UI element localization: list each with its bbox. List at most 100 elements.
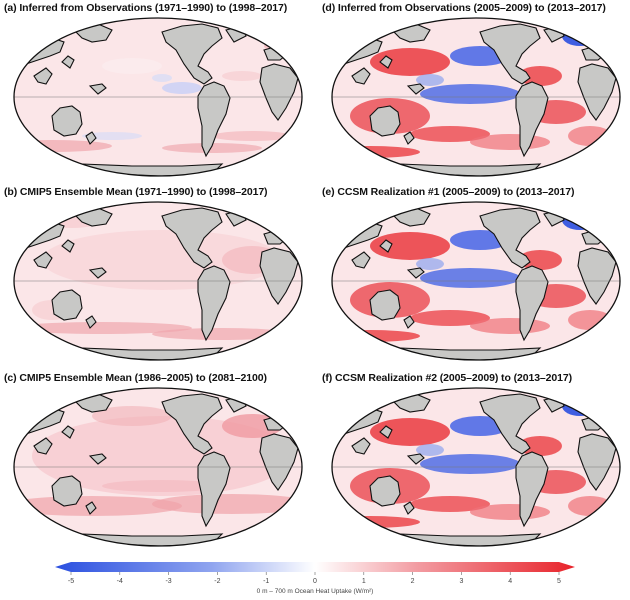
colorbar-tick-label: 0 [313, 578, 317, 585]
panel-e-map [331, 201, 621, 361]
landmass [479, 393, 541, 455]
landmass [161, 207, 223, 269]
landmass [577, 433, 617, 491]
anomaly-region [416, 444, 444, 456]
anomaly-region [568, 496, 612, 516]
landmass [351, 251, 371, 269]
landmass [351, 437, 371, 455]
colorbar-tick-label: -2 [214, 578, 220, 585]
colorbar-tick-label: 3 [459, 578, 463, 585]
landmass [515, 451, 549, 528]
anomaly-region [518, 66, 562, 86]
anomaly-region [420, 84, 520, 104]
panel-b-map [13, 201, 303, 361]
landmass [403, 501, 415, 515]
colorbar: -5 -4 -3 -2 -1 0 1 2 3 4 5 0 m – 700 m Ocean Heat … [55, 560, 575, 600]
anomaly-region [470, 318, 550, 334]
panel-f-title: (f) CCSM Realization #2 (2005–2009) to (… [322, 372, 573, 384]
anomaly-region [420, 268, 520, 288]
landmass [88, 83, 107, 95]
anomaly-region [102, 58, 162, 74]
landmass [51, 475, 83, 507]
panel-e-title: (e) CCSM Realization #1 (2005–2009) to (… [322, 186, 575, 198]
landmass [379, 425, 393, 439]
anomaly-region [370, 48, 450, 76]
landmass [88, 267, 107, 279]
landmass [369, 475, 401, 507]
anomaly-region [370, 232, 450, 260]
anomaly-region [518, 436, 562, 456]
anomaly-region [92, 406, 172, 426]
panel-d: (d) Inferred from Observations (2005–200… [322, 2, 622, 185]
anomaly-region [410, 310, 490, 326]
map-outline [331, 201, 621, 361]
landmass [33, 67, 53, 85]
panel-f: (f) CCSM Realization #2 (2005–2009) to (… [322, 372, 622, 555]
anomaly-region [370, 418, 450, 446]
landmass [85, 131, 97, 145]
panel-d-title: (d) Inferred from Observations (2005–200… [322, 2, 606, 14]
landmass [51, 105, 83, 137]
landmass [515, 265, 549, 342]
anomaly-region [410, 126, 490, 142]
anomaly-region [416, 74, 444, 86]
colorbar-tick-label: -1 [263, 578, 269, 585]
landmass [197, 265, 231, 342]
landmass [515, 81, 549, 158]
anomaly-region [162, 82, 202, 94]
landmass [61, 239, 75, 253]
panel-f-map [331, 387, 621, 547]
panel-b: (b) CMIP5 Ensemble Mean (1971–1990) to (… [4, 186, 304, 369]
map-outline [13, 387, 303, 547]
landmass [259, 433, 299, 491]
colorbar-tick-label: 5 [557, 578, 561, 585]
map-outline [13, 17, 303, 177]
landmass [351, 67, 371, 85]
anomaly-region [152, 74, 172, 82]
landmass [577, 63, 617, 121]
colorbar-label: 0 m – 700 m Ocean Heat Uptake (W/m²) [256, 588, 374, 595]
panel-c-title: (c) CMIP5 Ensemble Mean (1986–2005) to (… [4, 372, 267, 384]
landmass [61, 425, 75, 439]
landmass [406, 267, 425, 279]
landmass [85, 501, 97, 515]
colorbar-tick-label: -4 [117, 578, 123, 585]
anomaly-region [82, 132, 142, 140]
landmass [61, 55, 75, 69]
anomaly-region [162, 143, 262, 153]
landmass [197, 81, 231, 158]
colorbar-tick-label: 2 [411, 578, 415, 585]
anomaly-region [518, 250, 562, 270]
anomaly-region [568, 310, 612, 330]
colorbar-tick-label: 1 [362, 578, 366, 585]
anomaly-region [152, 494, 302, 514]
colorbar-tick-label: 4 [508, 578, 512, 585]
landmass [406, 453, 425, 465]
anomaly-region [416, 258, 444, 270]
map-outline [331, 17, 621, 177]
anomaly-region [102, 480, 222, 492]
anomaly-region [212, 131, 292, 141]
panel-a-title: (a) Inferred from Observations (1971–199… [4, 2, 288, 14]
landmass [403, 131, 415, 145]
landmass [161, 393, 223, 455]
landmass [33, 251, 53, 269]
landmass [479, 23, 541, 85]
panel-a: (a) Inferred from Observations (1971–199… [4, 2, 304, 185]
panel-c: (c) CMIP5 Ensemble Mean (1986–2005) to (… [4, 372, 304, 555]
anomaly-region [410, 496, 490, 512]
landmass [379, 55, 393, 69]
anomaly-region [420, 454, 520, 474]
colorbar-tick-label: -5 [68, 578, 74, 585]
landmass [577, 247, 617, 305]
panel-e: (e) CCSM Realization #1 (2005–2009) to (… [322, 186, 622, 369]
anomaly-region [470, 504, 550, 520]
colorbar-ticks: -5 -4 -3 -2 -1 0 1 2 3 4 5 [68, 572, 561, 585]
map-outline [13, 201, 303, 361]
landmass [161, 23, 223, 85]
anomaly-region [14, 322, 192, 334]
map-outline [331, 387, 621, 547]
colorbar-tick-label: -3 [165, 578, 171, 585]
landmass [259, 63, 299, 121]
panel-a-map [13, 17, 303, 177]
